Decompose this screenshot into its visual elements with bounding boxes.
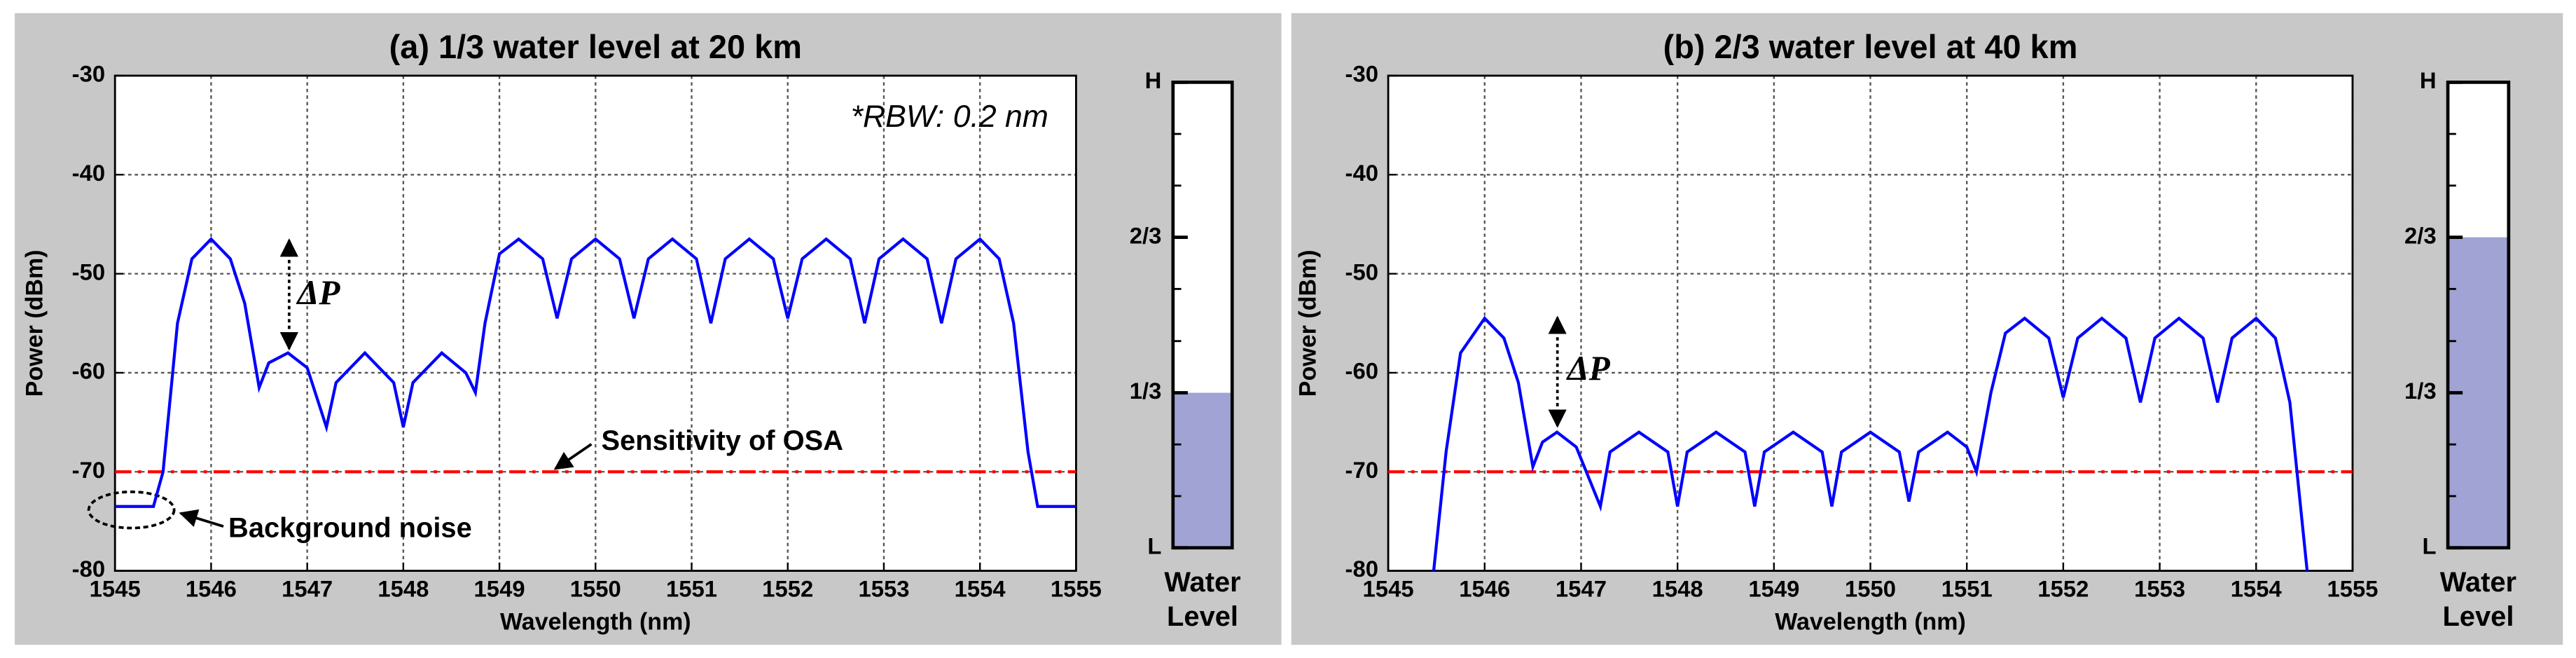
plot-area xyxy=(115,75,1076,571)
spectrum-line xyxy=(1432,315,2309,571)
x-tick-label: 1547 xyxy=(282,575,333,601)
gauge-label: Water xyxy=(1164,567,1240,598)
x-tick-label: 1546 xyxy=(1459,575,1510,601)
x-tick-label: 1550 xyxy=(1845,575,1896,601)
x-tick-label: 1555 xyxy=(2327,575,2378,601)
x-tick-label: 1548 xyxy=(1652,575,1703,601)
gauge-frame xyxy=(2446,81,2511,550)
y-tick-label: -40 xyxy=(72,160,105,186)
x-tick-label: 1548 xyxy=(378,575,429,601)
x-tick-label: 1549 xyxy=(1748,575,1799,601)
annotation: Background noise xyxy=(228,512,472,543)
x-tick-label: 1546 xyxy=(186,575,237,601)
y-tick-label: -50 xyxy=(1345,259,1378,285)
x-tick-label: 1554 xyxy=(955,575,1006,601)
y-axis-label: Power (dBm) xyxy=(22,249,48,397)
annotation: ΔP xyxy=(1566,349,1611,388)
gauge-tick-label: L xyxy=(2423,533,2437,558)
plot-frame xyxy=(113,74,1077,572)
x-tick-label: 1555 xyxy=(1051,575,1102,601)
gauge-tick-label: 1/3 xyxy=(1130,378,1162,404)
y-axis-label: Power (dBm) xyxy=(1294,249,1321,397)
x-tick-label: 1553 xyxy=(2134,575,2185,601)
y-tick-label: -60 xyxy=(1345,358,1378,384)
spectrum-line xyxy=(115,237,1076,508)
x-tick-label: 1553 xyxy=(858,575,909,601)
noise-ellipse xyxy=(87,491,176,530)
x-tick-label: 1549 xyxy=(474,575,525,601)
gauge-tick-label: L xyxy=(1147,533,1161,558)
gauge-tick-label: 2/3 xyxy=(1130,222,1162,248)
x-axis-label: Wavelength (nm) xyxy=(500,609,691,636)
annotation: *RBW: 0.2 nm xyxy=(851,100,1048,134)
chart-title: (a) 1/3 water level at 20 km xyxy=(389,29,802,65)
y-tick-label: -70 xyxy=(72,457,105,483)
y-tick-label: -30 xyxy=(1345,61,1378,87)
x-axis-label: Wavelength (nm) xyxy=(1775,609,1966,636)
gauge-level xyxy=(1172,392,1233,548)
y-tick-label: -40 xyxy=(1345,160,1378,186)
annotation: ΔP xyxy=(296,273,341,312)
gauge-label: Water xyxy=(2440,567,2516,598)
x-tick-label: 1552 xyxy=(2037,575,2089,601)
gauge-label: Level xyxy=(1167,601,1238,632)
gauge-tick-label: 2/3 xyxy=(2404,222,2437,248)
annotation: Sensitivity of OSA xyxy=(602,425,844,456)
y-tick-label: -80 xyxy=(72,556,105,582)
x-tick-label: 1545 xyxy=(90,575,141,601)
x-tick-label: 1554 xyxy=(2231,575,2283,601)
y-tick-label: -30 xyxy=(72,61,105,87)
y-tick-label: -80 xyxy=(1345,556,1378,582)
gauge-tick-label: H xyxy=(1145,67,1162,93)
pointer-arrow xyxy=(553,443,593,470)
x-tick-label: 1551 xyxy=(1941,575,1993,601)
x-tick-label: 1550 xyxy=(570,575,621,601)
chart-title: (b) 2/3 water level at 40 km xyxy=(1663,29,2078,65)
pointer-arrow xyxy=(179,509,224,528)
y-tick-label: -70 xyxy=(1345,457,1378,483)
x-tick-label: 1552 xyxy=(762,575,813,601)
gauge-label: Level xyxy=(2442,601,2514,632)
plot-frame xyxy=(1387,74,2354,572)
x-tick-label: 1547 xyxy=(1556,575,1607,601)
gauge-frame xyxy=(1171,81,1234,550)
x-tick-label: 1551 xyxy=(666,575,717,601)
x-tick-label: 1545 xyxy=(1363,575,1414,601)
gauge-tick-label: H xyxy=(2420,67,2437,93)
gauge-tick-label: 1/3 xyxy=(2404,378,2437,404)
y-tick-label: -60 xyxy=(72,358,105,384)
y-tick-label: -50 xyxy=(72,259,105,285)
